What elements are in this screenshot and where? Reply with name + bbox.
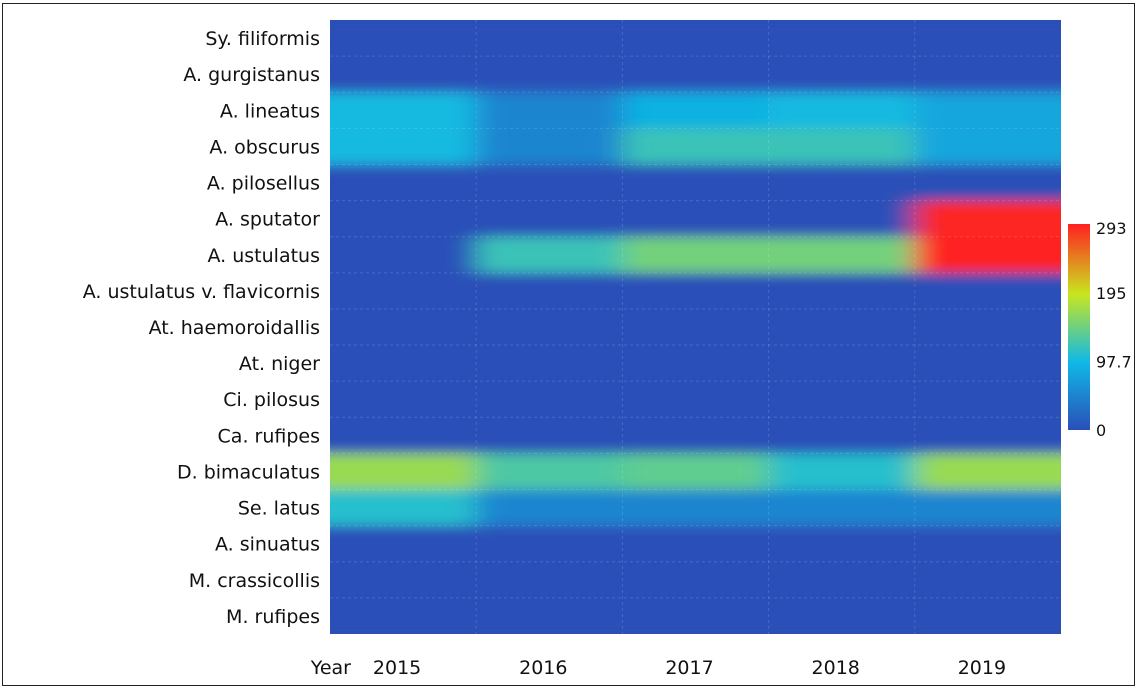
heatmap-cell: [769, 56, 916, 93]
heatmap-cell: [769, 309, 916, 346]
y-axis-labels: Sy. filiformis A. gurgistanus A. lineatus A…: [83, 28, 320, 628]
heatmap-cells: [290, 20, 1102, 635]
heatmap-cell: [769, 381, 916, 418]
heatmap-cell: [769, 20, 916, 57]
y-tick-label: Se. latus: [238, 498, 320, 520]
y-tick-label: A. pilosellus: [207, 173, 320, 195]
y-tick-label: M. rufipes: [226, 606, 320, 628]
heatmap-cell: [622, 309, 769, 346]
heatmap-cell: [769, 201, 916, 238]
heatmap-cell: [915, 164, 1102, 201]
y-tick-label: M. crassicollis: [189, 570, 320, 592]
x-tick-label: 2017: [665, 657, 713, 679]
heatmap-cell: [915, 453, 1102, 490]
heatmap-cell: [769, 598, 916, 635]
heatmap-cell: [622, 201, 769, 238]
heatmap-cell: [622, 92, 769, 129]
y-tick-label: A. sinuatus: [215, 534, 320, 556]
heatmap-cell: [476, 56, 623, 93]
heatmap-cell: [769, 237, 916, 274]
heatmap-cell: [622, 237, 769, 274]
heatmap-cell: [476, 201, 623, 238]
heatmap-cell: [476, 128, 623, 165]
colorbar-ticks: 293 195 97.7 0: [1096, 219, 1132, 440]
y-tick-label: At. niger: [239, 353, 320, 375]
heatmap-cell: [915, 56, 1102, 93]
heatmap-cell: [622, 598, 769, 635]
x-tick-label: 2016: [519, 657, 567, 679]
heatmap-cell: [622, 128, 769, 165]
heatmap-cell: [476, 92, 623, 129]
heatmap-cell: [915, 20, 1102, 57]
heatmap-cell: [769, 562, 916, 599]
heatmap-cell: [476, 345, 623, 382]
heatmap-cell: [622, 562, 769, 599]
x-tick-label: 2019: [958, 657, 1006, 679]
x-axis-title: Year: [310, 657, 351, 679]
y-tick-label: A. sputator: [215, 209, 320, 231]
heatmap-cell: [476, 562, 623, 599]
heatmap-cell: [769, 490, 916, 527]
heatmap-cell: [622, 490, 769, 527]
heatmap-cell: [915, 128, 1102, 165]
heatmap-cell: [915, 598, 1102, 635]
heatmap-cell: [769, 417, 916, 454]
heatmap-cell: [476, 381, 623, 418]
heatmap-cell: [476, 598, 623, 635]
heatmap-cell: [915, 490, 1102, 527]
y-tick-label: A. gurgistanus: [183, 64, 320, 86]
heatmap-cell: [769, 526, 916, 563]
y-tick-label: A. obscurus: [209, 136, 320, 158]
heatmap-cell: [622, 453, 769, 490]
heatmap-cell: [622, 526, 769, 563]
y-tick-label: A. lineatus: [220, 100, 320, 122]
heatmap-cell: [476, 526, 623, 563]
heatmap-cell: [769, 92, 916, 129]
colorbar: [1068, 224, 1090, 430]
heatmap-cell: [476, 453, 623, 490]
heatmap-cell: [769, 164, 916, 201]
heatmap-cell: [622, 164, 769, 201]
heatmap-cell: [622, 56, 769, 93]
y-tick-label: Ci. pilosus: [223, 389, 320, 411]
x-tick-label: 2015: [373, 657, 421, 679]
heatmap-cell: [915, 562, 1102, 599]
y-tick-label: A. ustulatus: [208, 245, 321, 267]
heatmap-cell: [476, 164, 623, 201]
y-tick-label: At. haemoroidallis: [149, 317, 320, 339]
heatmap-cell: [476, 237, 623, 274]
heatmap-cell: [476, 417, 623, 454]
colorbar-tick-label: 0: [1096, 421, 1106, 440]
colorbar-tick-label: 97.7: [1096, 352, 1132, 371]
heatmap-cell: [476, 309, 623, 346]
heatmap-cell: [915, 92, 1102, 129]
y-tick-label: A. ustulatus v. flavicornis: [83, 281, 320, 303]
y-tick-label: Sy. filiformis: [205, 28, 320, 50]
heatmap-cell: [769, 273, 916, 310]
heatmap-cell: [476, 490, 623, 527]
heatmap-cell: [622, 345, 769, 382]
heatmap-cell: [476, 273, 623, 310]
heatmap-cell: [769, 345, 916, 382]
heatmap-cell: [622, 417, 769, 454]
heatmap-cell: [622, 20, 769, 57]
heatmap-cell: [915, 526, 1102, 563]
x-axis-labels: 2015 2016 2017 2018 2019: [373, 657, 1006, 679]
y-tick-label: Ca. rufipes: [218, 425, 320, 447]
colorbar-tick-label: 195: [1096, 284, 1127, 303]
heatmap-cell: [622, 381, 769, 418]
heatmap-cell: [476, 20, 623, 57]
heatmap-cell: [769, 128, 916, 165]
x-tick-label: 2018: [812, 657, 860, 679]
heatmap-cell: [622, 273, 769, 310]
heatmap-cell: [769, 453, 916, 490]
y-tick-label: D. bimaculatus: [177, 461, 320, 483]
colorbar-tick-label: 293: [1096, 219, 1127, 238]
